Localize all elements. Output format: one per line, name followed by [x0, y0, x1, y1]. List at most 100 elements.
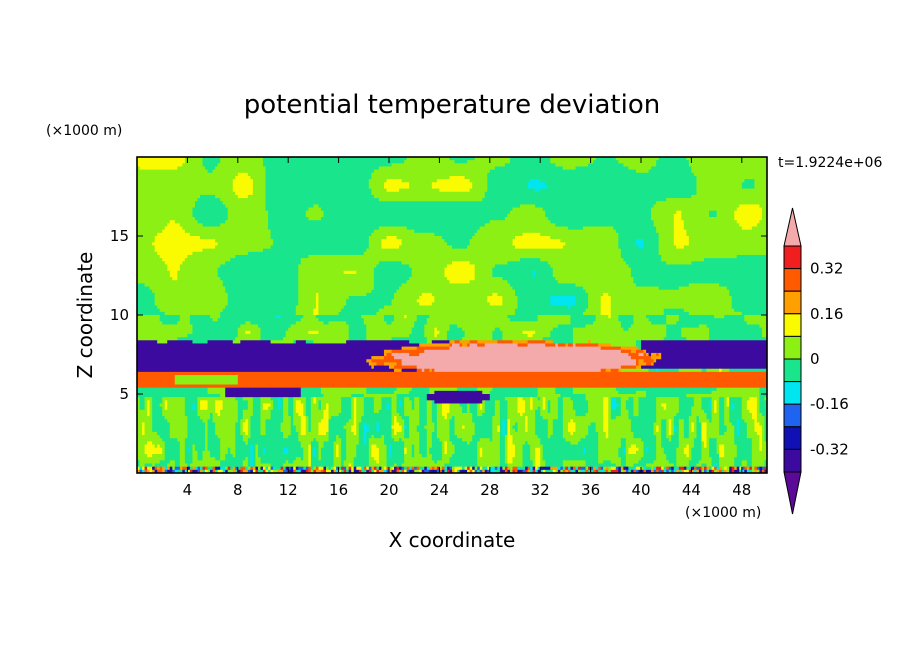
- contour-cell: [504, 435, 508, 439]
- contour-cell: [522, 444, 531, 449]
- contour-cell: [719, 444, 725, 449]
- contour-cell: [550, 435, 564, 439]
- contour-cell: [220, 394, 226, 398]
- contour-cell: [237, 466, 241, 471]
- contour-cell: [633, 412, 639, 417]
- contour-cell: [668, 431, 672, 436]
- contour-cell: [557, 280, 634, 284]
- contour-cell: [618, 403, 622, 408]
- contour-cell: [346, 457, 355, 461]
- contour-cell: [285, 333, 350, 338]
- contour-cell: [338, 412, 352, 417]
- contour-cell: [761, 447, 767, 452]
- contour-cell: [182, 226, 269, 231]
- contour-cell: [268, 406, 274, 411]
- contour-cell: [673, 217, 682, 221]
- contour-cell: [507, 454, 516, 458]
- contour-cell: [202, 163, 219, 167]
- contour-cell: [724, 447, 738, 452]
- contour-cell: [515, 311, 584, 316]
- contour-cell: [318, 308, 342, 313]
- contour-cell: [182, 469, 186, 473]
- contour-cell: [371, 356, 385, 360]
- contour-cell: [137, 422, 143, 427]
- contour-cell: [686, 394, 760, 398]
- contour-cell: [731, 296, 767, 300]
- contour-cell: [610, 403, 619, 408]
- contour-cell: [474, 422, 493, 427]
- contour-cell: [502, 333, 529, 338]
- contour-cell: [215, 166, 267, 171]
- contour-cell: [137, 381, 176, 386]
- contour-cell: [205, 447, 209, 452]
- contour-cell: [595, 157, 617, 161]
- contour-cell: [212, 412, 219, 417]
- contour-cell: [373, 457, 380, 461]
- contour-cell: [197, 198, 221, 202]
- contour-cell: [716, 444, 720, 449]
- contour-cell: [290, 428, 297, 433]
- contour-cell: [202, 160, 221, 164]
- contour-cell: [174, 375, 239, 379]
- colorbar-tick-label: 0: [810, 350, 820, 368]
- contour-cell: [515, 308, 587, 313]
- contour-cell: [366, 337, 393, 341]
- contour-cell: [615, 400, 622, 404]
- contour-cell: [555, 343, 559, 348]
- contour-cell: [137, 324, 193, 329]
- contour-cell: [409, 435, 420, 439]
- contour-cell: [152, 406, 163, 411]
- contour-cell: [746, 428, 755, 433]
- contour-cell: [137, 384, 767, 389]
- contour-cell: [552, 425, 564, 430]
- contour-cell: [338, 435, 347, 439]
- contour-cell: [683, 226, 743, 231]
- contour-cell: [137, 378, 176, 382]
- contour-cell: [162, 412, 186, 417]
- contour-cell: [217, 267, 299, 272]
- contour-cell: [709, 450, 718, 455]
- contour-cell: [406, 157, 450, 161]
- contour-cell: [600, 368, 607, 373]
- contour-cell: [137, 248, 156, 253]
- contour-cell: [215, 431, 236, 436]
- contour-cell: [467, 245, 516, 250]
- contour-cell: [474, 277, 503, 281]
- contour-cell: [404, 466, 408, 471]
- contour-cell: [656, 416, 675, 420]
- contour-cell: [706, 422, 720, 427]
- contour-cell: [562, 425, 569, 430]
- contour-cell: [663, 406, 667, 411]
- contour-cell: [162, 469, 166, 473]
- contour-cell: [154, 444, 158, 449]
- contour-cell: [152, 409, 163, 414]
- contour-cell: [351, 416, 355, 420]
- contour-cell: [343, 425, 352, 430]
- x-tick-label: 12: [279, 481, 298, 499]
- contour-cell: [646, 362, 652, 367]
- contour-cell: [308, 444, 312, 449]
- contour-cell: [535, 466, 539, 471]
- contour-cell: [310, 447, 314, 452]
- contour-cell: [250, 425, 261, 430]
- contour-cell: [152, 466, 156, 471]
- contour-cell: [401, 283, 511, 288]
- contour-cell: [184, 454, 193, 458]
- contour-cell: [144, 447, 163, 452]
- contour-cell: [736, 254, 767, 259]
- contour-cell: [406, 466, 410, 471]
- contour-cell: [409, 333, 425, 338]
- contour-cell: [212, 318, 219, 322]
- contour-cell: [315, 302, 319, 307]
- contour-cell: [719, 409, 725, 414]
- contour-cell: [426, 422, 435, 427]
- contour-cell: [676, 428, 680, 433]
- contour-cell: [751, 441, 760, 446]
- contour-cell: [550, 160, 594, 164]
- contour-cell: [383, 318, 395, 322]
- contour-cell: [696, 422, 702, 427]
- contour-cell: [635, 469, 639, 473]
- contour-cell: [318, 305, 345, 310]
- contour-cell: [598, 438, 622, 442]
- contour-cell: [663, 447, 677, 452]
